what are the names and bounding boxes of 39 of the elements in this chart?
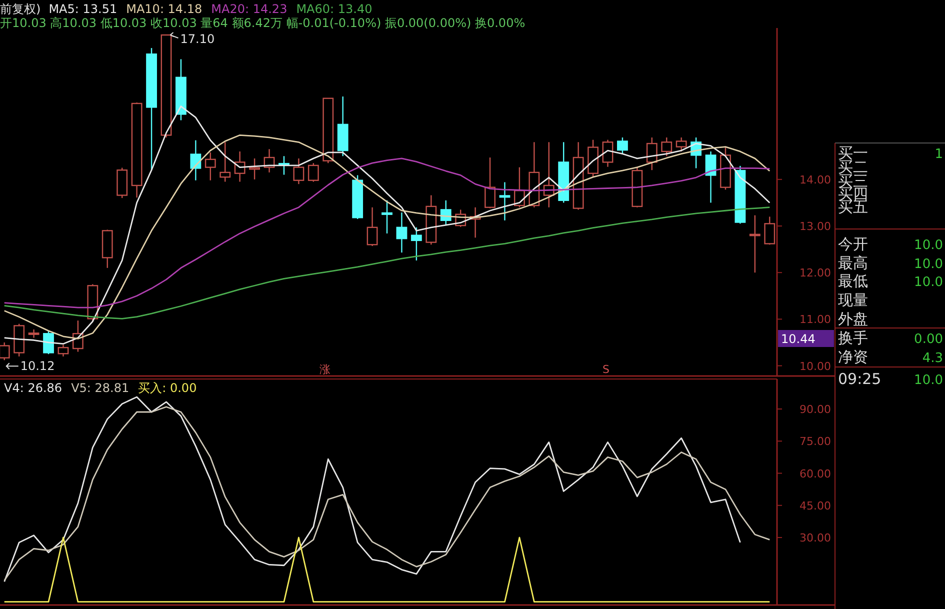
- chart-subtitle: 开10.03 高10.03 低10.03 收10.03 量64 额6.42万 幅-0.01(-0.10%) 振0.00(0.00%) 换0.00%: [0, 16, 526, 30]
- annotation: S: [602, 363, 610, 376]
- legend: MA20: 14.23: [211, 2, 288, 16]
- text: 4.3: [922, 351, 943, 366]
- legend: MA5: 13.51: [48, 2, 118, 16]
- y-tick-label: 14.00: [800, 173, 831, 186]
- y-tick-label: 75.00: [800, 435, 831, 448]
- annotation: 17.10: [180, 32, 215, 46]
- text: 10.0: [914, 373, 943, 388]
- y-tick-label: 11.00: [800, 313, 831, 326]
- category-label: 今开: [838, 235, 868, 253]
- text: 10.0: [914, 257, 943, 272]
- category-label: 净资: [838, 348, 868, 366]
- text: 10.44: [781, 332, 816, 346]
- y-tick-label: 13.00: [800, 220, 831, 233]
- y-tick-label: 60.00: [800, 467, 831, 480]
- category-label: 外盘: [838, 310, 868, 328]
- text: 0.00: [914, 332, 943, 347]
- category-label: 最低: [838, 272, 868, 290]
- category-label: 最高: [838, 254, 868, 272]
- category-label: 换手: [838, 329, 868, 347]
- y-tick-label: 12.00: [800, 266, 831, 280]
- annotation: 10.12: [20, 359, 55, 374]
- legend: MA60: 13.40: [296, 2, 372, 16]
- text: 10.0: [914, 238, 943, 253]
- chart-title: 前复权): [0, 2, 41, 16]
- y-tick-label: 45.00: [800, 499, 831, 512]
- legend: MA10: 14.18: [126, 2, 202, 16]
- text: 10.0: [914, 275, 943, 290]
- category-label: 现量: [838, 291, 868, 309]
- legend: V5: 28.81: [71, 381, 130, 395]
- y-tick-label: 10.00: [800, 360, 831, 373]
- y-tick-label: 30.00: [800, 532, 831, 545]
- y-tick-label: 90.00: [800, 402, 831, 416]
- legend: 买入: 0.00: [138, 381, 197, 395]
- annotation: 涨: [320, 363, 330, 376]
- legend: V4: 26.86: [4, 381, 62, 395]
- category-label: 09:25: [838, 370, 882, 388]
- text: 1: [934, 147, 943, 162]
